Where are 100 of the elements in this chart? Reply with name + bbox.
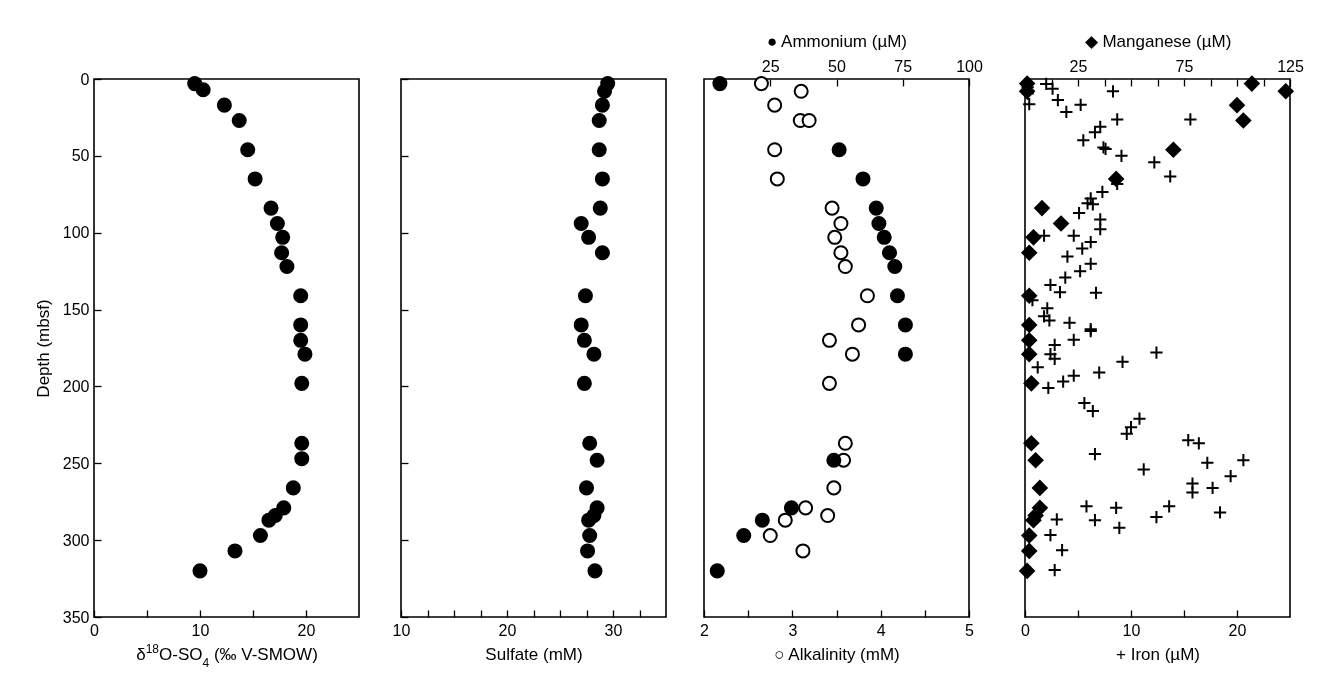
point [577,288,593,304]
point [263,200,279,216]
point [581,512,597,528]
point [767,97,783,113]
point [252,528,268,544]
point [294,375,310,391]
point [837,435,853,451]
x-axis-title: Sulfate (mM) [485,644,583,664]
x-tick-label: 10 [1122,621,1141,639]
point [279,259,295,275]
point [294,435,310,451]
x-tick-label: 3 [788,621,798,639]
x-tick-label: 10 [191,621,210,639]
y-tick-label: 150 [62,301,90,319]
x2-tick-label: 125 [1277,57,1304,75]
point [582,435,598,451]
point [285,480,301,496]
point [597,83,613,99]
y-tick-label: 50 [71,147,90,165]
x-axis-title: ○ Alkalinity (mM) [774,644,900,664]
y-tick-label: 200 [62,377,90,395]
point [582,528,598,544]
point [227,543,243,559]
point [293,288,309,304]
point [762,528,778,544]
x2-axis-title: ◆ Manganese (µM) [1084,31,1232,51]
point [827,229,843,245]
point [795,543,811,559]
point [586,346,602,362]
point [592,200,608,216]
point [589,452,605,468]
point [820,508,836,524]
point [275,229,291,245]
point [576,332,592,348]
point [591,142,607,158]
x-tick-label: 4 [876,621,886,639]
point [594,171,610,187]
point [591,113,607,129]
point [293,317,309,333]
y-tick-label: 350 [62,608,90,626]
point [851,317,867,333]
point [578,480,595,496]
y-tick-label: 100 [62,224,90,242]
point [269,215,285,231]
point [594,97,610,113]
point [594,245,610,261]
point [824,200,840,216]
point [231,113,247,129]
point [240,142,256,158]
point [833,245,849,261]
x-tick-label: 0 [1021,621,1031,639]
point [293,332,309,348]
point [573,215,589,231]
point [821,332,837,348]
x-tick-label: 20 [498,621,517,639]
x-axis-title: + Iron (µM) [1116,644,1200,664]
x2-tick-label: 50 [828,57,846,75]
point [581,229,597,245]
x2-tick-label: 100 [956,57,983,75]
point [261,512,277,528]
y-tick-label: 250 [62,454,90,472]
point [587,563,603,579]
x-tick-label: 30 [604,621,623,639]
point [844,346,860,362]
point [837,259,853,275]
x-tick-label: 20 [1228,621,1247,639]
point [576,375,592,391]
x-axis-title: δ$^{18}$O-SO$_{4}$ (‰ V-SMOW) [136,641,318,670]
x-tick-label: 10 [392,621,411,639]
point [798,500,814,516]
point [801,113,817,129]
x2-tick-label: 25 [1069,57,1088,75]
x2-tick-label: 25 [761,57,780,75]
x-tick-label: 20 [297,621,316,639]
point [753,76,769,92]
point [769,171,785,187]
y-axis-title: Depth (mbsf) [33,299,53,398]
x2-tick-label: 75 [1175,57,1194,75]
point [294,451,310,467]
x2-axis-title: ● Ammonium (µM) [766,31,908,51]
point [274,245,290,261]
point [580,543,596,559]
y-tick-label: 300 [62,531,90,549]
y-tick-label: 0 [80,70,90,88]
point [767,142,783,158]
point [793,83,809,99]
point [195,82,211,98]
point [216,97,232,113]
point [192,563,208,579]
point [859,288,875,304]
point [297,346,313,362]
point [573,317,589,333]
point [826,480,842,496]
point [247,171,263,187]
point [777,512,793,528]
point [833,215,849,231]
x-tick-label: 2 [700,621,710,639]
point [821,375,837,391]
x-tick-label: 5 [965,621,975,639]
x2-tick-label: 75 [894,57,913,75]
